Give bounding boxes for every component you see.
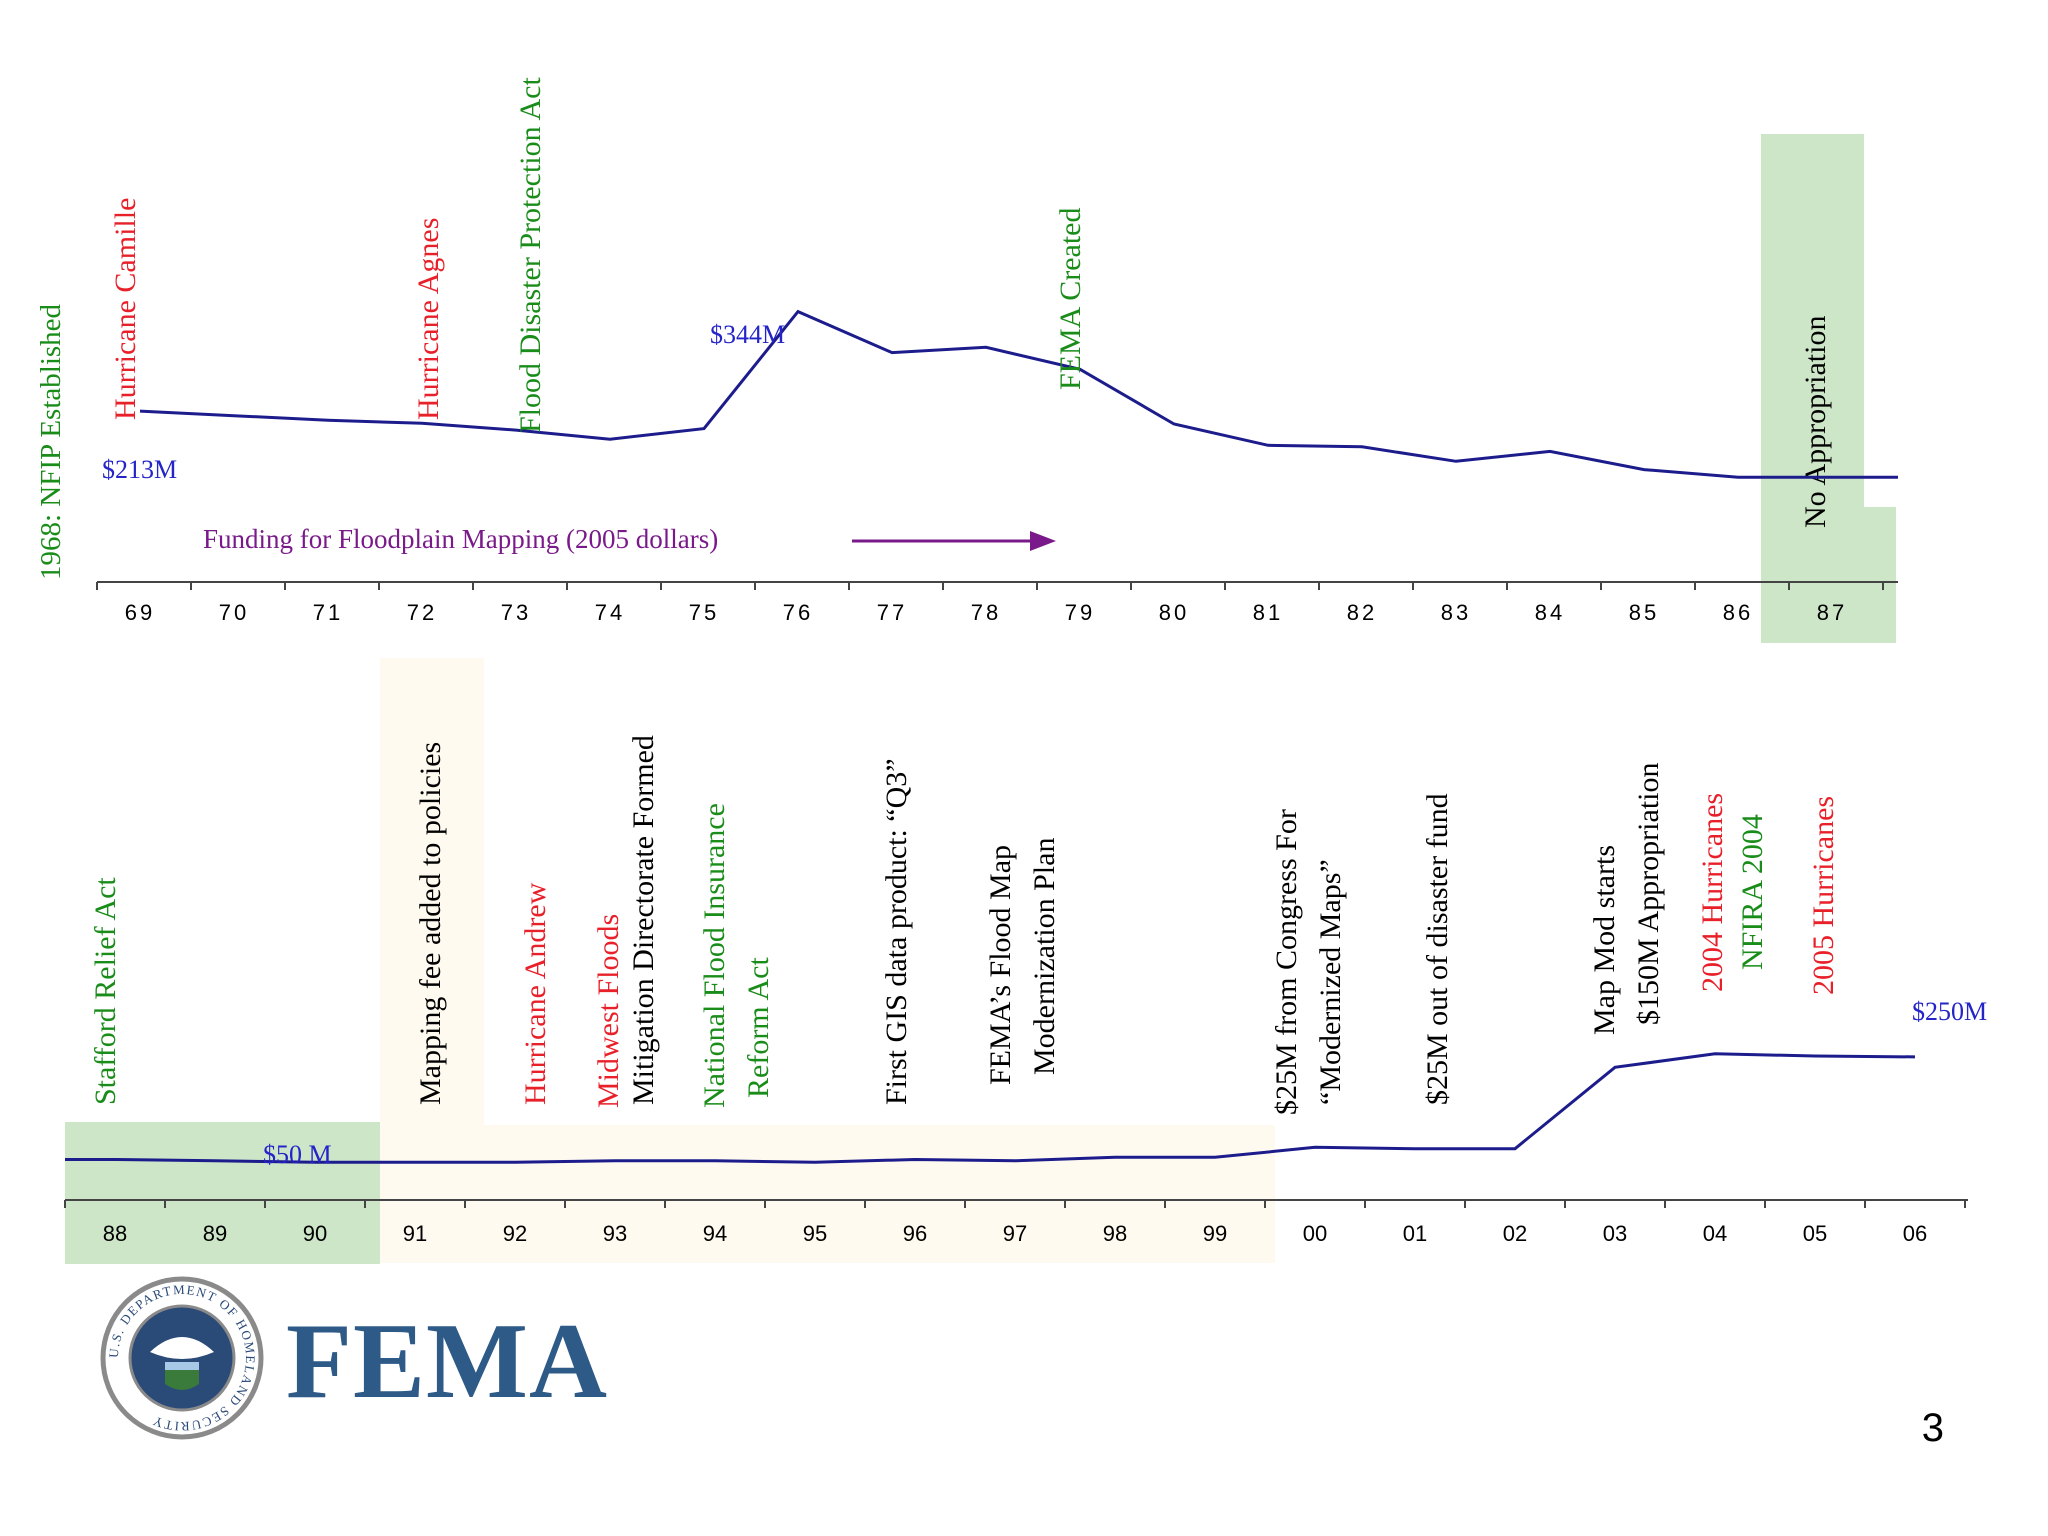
event-label: Hurricane Camille (109, 198, 142, 420)
event-label: 2004 Hurricanes (1696, 793, 1729, 992)
green-band (65, 1122, 380, 1264)
bottom-tick-label: 03 (1603, 1221, 1627, 1246)
bottom-tick-label: 04 (1703, 1221, 1727, 1246)
top-tick-label: 80 (1159, 600, 1189, 625)
top-funding-chart: No Appropriation 69 70 71 72 73 74 75 76 77 78 79 80… (35, 77, 1898, 643)
top-tick-label: 75 (689, 600, 719, 625)
bottom-tick-label: 90 (303, 1221, 327, 1246)
top-tick-label: 84 (1535, 600, 1565, 625)
bottom-series-line (65, 1052, 1916, 1164)
bottom-tick-label: 92 (503, 1221, 527, 1246)
bottom-funding-chart: 88 89 90 91 92 93 94 95 96 97 98 99 00 01 02 03 04 05 06 $5… (64, 658, 1987, 1264)
value-label-344m: $344M (710, 320, 785, 349)
value-label-50m: $50 M (263, 1140, 332, 1169)
top-tick-label: 72 (407, 600, 437, 625)
top-tick-label: 77 (877, 600, 907, 625)
top-tick-label: 73 (501, 600, 531, 625)
bottom-tick-label: 05 (1803, 1221, 1827, 1246)
top-tick-label: 83 (1441, 600, 1471, 625)
top-tick-label: 78 (971, 600, 1001, 625)
bottom-tick-label: 95 (803, 1221, 827, 1246)
event-label: 1968: NFIP Established (35, 303, 67, 580)
event-label: FEMA’s Flood Map (984, 845, 1017, 1085)
event-label: $150M Appropriation (1632, 763, 1665, 1026)
top-tick-label: 69 (125, 600, 155, 625)
top-tick-label: 70 (219, 600, 249, 625)
bottom-tick-label: 00 (1303, 1221, 1327, 1246)
bottom-tick-label: 99 (1203, 1221, 1227, 1246)
arrow-right-icon (1030, 531, 1056, 551)
bottom-tick-label: 01 (1403, 1221, 1427, 1246)
bottom-tick-label: 02 (1503, 1221, 1527, 1246)
event-label: Modernization Plan (1028, 838, 1061, 1075)
event-label: FEMA Created (1054, 208, 1087, 390)
event-label: $25M from Congress For (1270, 809, 1303, 1115)
event-label: Stafford Relief Act (89, 877, 122, 1105)
event-label: National Flood Insurance (698, 803, 731, 1108)
bottom-tick-label: 89 (203, 1221, 227, 1246)
bottom-tick-label: 98 (1103, 1221, 1127, 1246)
fema-wordmark: FEMA (286, 1302, 608, 1421)
top-tick-label: 71 (313, 600, 343, 625)
event-label: Hurricane Agnes (412, 218, 445, 420)
bottom-tick-label: 93 (603, 1221, 627, 1246)
bottom-tick-label: 94 (703, 1221, 727, 1246)
top-tick-label: 76 (783, 600, 813, 625)
event-label: Flood Disaster Protection Act (514, 77, 547, 433)
event-label: First GIS data product: “Q3” (880, 758, 913, 1105)
top-tick-label: 87 (1817, 600, 1847, 625)
bottom-tick-label: 06 (1903, 1221, 1927, 1246)
bottom-tick-label: 88 (103, 1221, 127, 1246)
page-number: 3 (1921, 1406, 1944, 1450)
value-label-213m: $213M (102, 455, 177, 484)
event-label: Midwest Floods (592, 914, 625, 1108)
top-series-line (139, 309, 1898, 479)
chart-title: Funding for Floodplain Mapping (2005 dol… (203, 524, 718, 554)
top-tick-label: 86 (1723, 600, 1753, 625)
event-label: NFIRA 2004 (1736, 814, 1769, 970)
top-tick-label: 82 (1347, 600, 1377, 625)
top-tick-label: 74 (595, 600, 625, 625)
no-appropriation-band (1761, 134, 1896, 643)
event-label: Mitigation Directorate Formed (627, 735, 660, 1105)
bottom-tick-label: 91 (403, 1221, 427, 1246)
event-label: $25M out of disaster fund (1421, 793, 1454, 1105)
bottom-tick-label: 96 (903, 1221, 927, 1246)
event-label: 2005 Hurricanes (1807, 796, 1840, 995)
event-label: “Modernized Maps” (1314, 859, 1347, 1105)
event-label: Reform Act (742, 957, 775, 1098)
top-tick-label: 85 (1629, 600, 1659, 625)
dhs-seal-icon: U.S. DEPARTMENT OF HOMELAND SECURITY (100, 1276, 264, 1440)
event-label: Map Mod starts (1588, 845, 1621, 1035)
event-label: Hurricane Andrew (519, 882, 552, 1105)
cream-band (380, 1125, 1275, 1263)
fema-logo: U.S. DEPARTMENT OF HOMELAND SECURITY (100, 1276, 264, 1440)
top-tick-label: 81 (1253, 600, 1283, 625)
bottom-tick-label: 97 (1003, 1221, 1027, 1246)
event-label: Mapping fee added to policies (414, 742, 447, 1105)
value-label-250m: $250M (1912, 997, 1987, 1026)
top-tick-label: 79 (1065, 600, 1095, 625)
no-appropriation-label: No Appropriation (1799, 316, 1832, 528)
